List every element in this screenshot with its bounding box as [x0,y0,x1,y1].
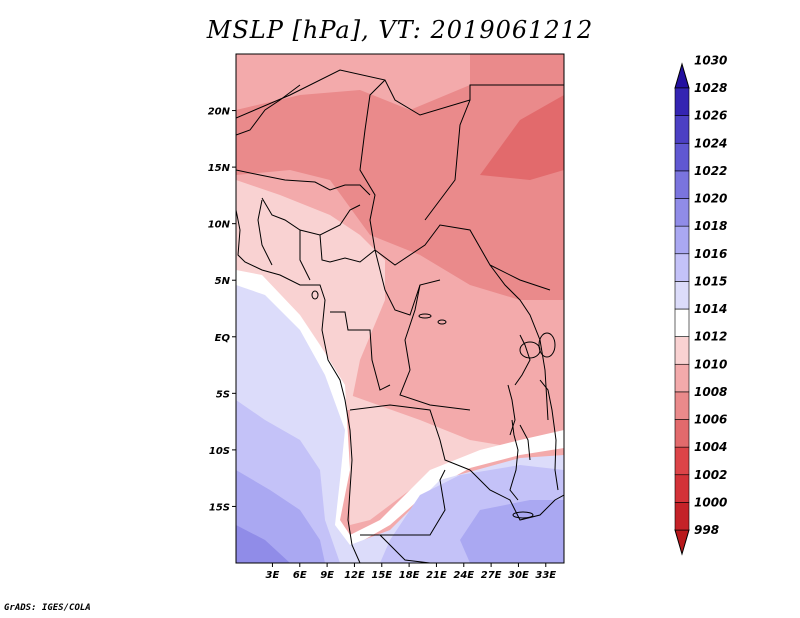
colorbar-label: 1002 [694,468,727,482]
y-tick-label: 15S [209,502,230,513]
colorbar-label: 998 [694,523,719,537]
x-tick-label: 21E [426,570,447,581]
colorbar-label: 1020 [694,192,727,206]
colorbar-lower-triangle [674,529,690,556]
x-tick-label: 18E [399,570,420,581]
y-tick-label: 5N [215,276,231,287]
north-west-high-region [236,54,470,110]
colorbar-label: 1000 [694,495,727,509]
map-plot-area [236,54,564,563]
coastlines [236,209,559,563]
colorbar-label: 1008 [694,385,727,399]
colorbar-swatch [674,502,690,531]
x-tick-label: 6E [293,570,307,581]
colorbar-swatch [674,336,690,365]
colorbar-label: 1012 [694,330,727,344]
y-tick-label: 10S [209,446,230,457]
colorbar-label: 1006 [694,413,727,427]
colorbar-swatch [674,308,690,337]
colorbar-swatch [674,87,690,116]
colorbar-label: 1022 [694,164,727,178]
x-tick-label: 30E [508,570,529,581]
angola-plateau-region [350,395,500,525]
colorbar-label: 1030 [694,53,727,67]
x-tick-label: 27E [481,570,502,581]
y-tick-label: 10N [208,220,231,231]
colorbar-swatch [674,170,690,199]
colorbar-swatch [674,363,690,393]
colorbar-swatch [674,474,690,503]
y-axis: 20N 15N 10N 5N EQ 5S 10S 15S [208,107,236,513]
colorbar-swatch [674,142,690,172]
south-atlantic-1022 [236,525,290,563]
colorbar-swatch [674,419,690,448]
colorbar-swatch [674,253,690,282]
colorbar-swatch [674,198,690,227]
colorbar-label: 1026 [694,109,727,123]
colorbar-swatch [674,281,690,310]
colorbar-label: 1024 [694,136,727,150]
colorbar-swatch [674,225,690,255]
country-borders [236,69,564,563]
colorbar-swatch [674,115,690,144]
colorbar-label: 1016 [694,247,727,261]
x-tick-label: 24E [453,570,474,581]
x-tick-label: 15E [371,570,392,581]
lakes [311,290,556,519]
colorbar-label: 1010 [694,357,727,371]
x-tick-label: 33E [535,570,556,581]
colorbar-label: 1015 [694,274,727,288]
x-tick-label: 9E [320,570,334,581]
x-axis: 3E 6E 9E 12E 15E 18E 21E 24E 27E 30E 33E [266,563,556,581]
east-sudan-low-core [480,95,564,180]
colorbar: 998 1000 1002 1004 1006 1008 1010 1012 1014 1015 1… [674,53,727,556]
map-frame [235,53,565,564]
y-tick-label: EQ [215,333,231,344]
x-tick-label: 3E [266,570,280,581]
sahara-low-region [236,54,564,300]
colorbar-swatch [674,446,690,476]
grads-footer: GrADS: IGES/COLA [4,603,91,613]
colorbar-swatch [674,391,690,420]
colorbar-label: 1028 [694,81,727,95]
x-tick-label: 12E [344,570,365,581]
colorbar-label: 1014 [694,302,727,316]
colorbar-label: 1018 [694,219,727,233]
y-tick-label: 15N [208,163,231,174]
colorbar-upper-triangle [674,62,690,89]
colorbar-label: 1004 [694,440,727,454]
chart-title: MSLP [hPa], VT: 2019061212 [206,16,594,44]
y-tick-label: 5S [216,389,230,400]
y-tick-label: 20N [208,107,231,118]
